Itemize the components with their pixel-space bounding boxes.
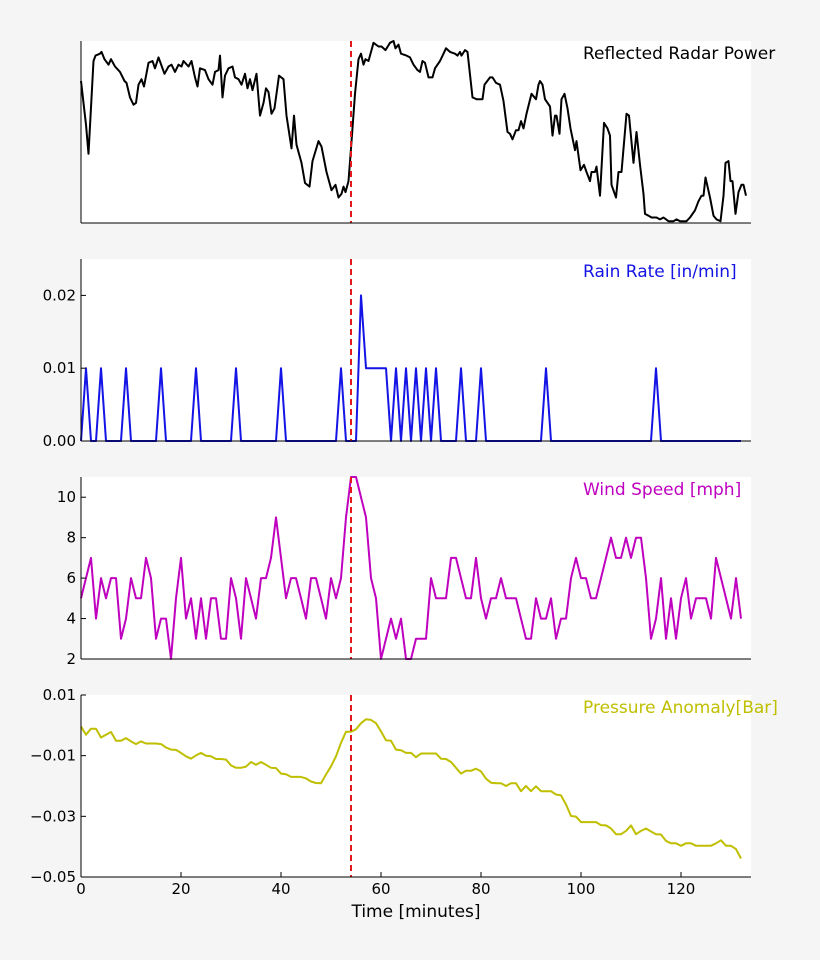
x-axis-label: Time [minutes] <box>350 902 480 922</box>
x-tick-label: 80 <box>471 880 490 898</box>
y-tick-label: 0.01 <box>43 359 76 377</box>
y-tick-label: 8 <box>66 529 76 547</box>
x-tick-label: 100 <box>567 880 596 898</box>
x-tick-label: 20 <box>171 880 190 898</box>
y-tick-label: 4 <box>66 610 76 628</box>
plot-area <box>81 695 751 877</box>
x-tick-label: 40 <box>271 880 290 898</box>
x-tick-label: 0 <box>76 880 86 898</box>
subplot-rain-rate: 0.00 0.01 0.02 Rain Rate [in/min] <box>43 259 751 450</box>
radar-power-title: Reflected Radar Power <box>583 44 775 64</box>
pressure-anomaly-title: Pressure Anomaly[Bar] <box>583 698 778 718</box>
subplot-pressure-anomaly: 0.01 −0.01 −0.03 −0.050 20 40 60 80 100 120 Pressu… <box>30 686 778 898</box>
subplot-radar-power: Reflected Radar Power <box>80 40 775 224</box>
subplots: Reflected Radar Power 0.00 0.01 0.02 Rain Ra… <box>30 40 778 898</box>
y-tick-label: 2 <box>66 650 76 668</box>
y-tick-label: 10 <box>57 488 76 506</box>
plot-area <box>81 477 751 659</box>
y-tick-label: 0.01 <box>43 686 76 704</box>
wind-speed-title: Wind Speed [mph] <box>583 480 741 500</box>
radar-power-line <box>80 40 747 223</box>
y-tick-label: 0.00 <box>43 432 76 450</box>
plot-area <box>81 259 751 441</box>
pressure-anomaly-line <box>80 718 742 859</box>
y-tick-label: 6 <box>66 569 76 587</box>
y-tick-label: −0.03 <box>30 807 76 825</box>
x-tick-label: 120 <box>667 880 696 898</box>
rain-rate-title: Rain Rate [in/min] <box>583 262 737 282</box>
x-tick-label: 60 <box>371 880 390 898</box>
y-tick-label: −0.05 <box>30 868 76 886</box>
subplot-wind-speed: 2 4 6 8 10 Wind Speed [mph] <box>57 476 751 668</box>
y-tick-label: −0.01 <box>30 747 76 765</box>
y-tick-label: 0.02 <box>43 286 76 304</box>
plot-area <box>81 41 751 223</box>
